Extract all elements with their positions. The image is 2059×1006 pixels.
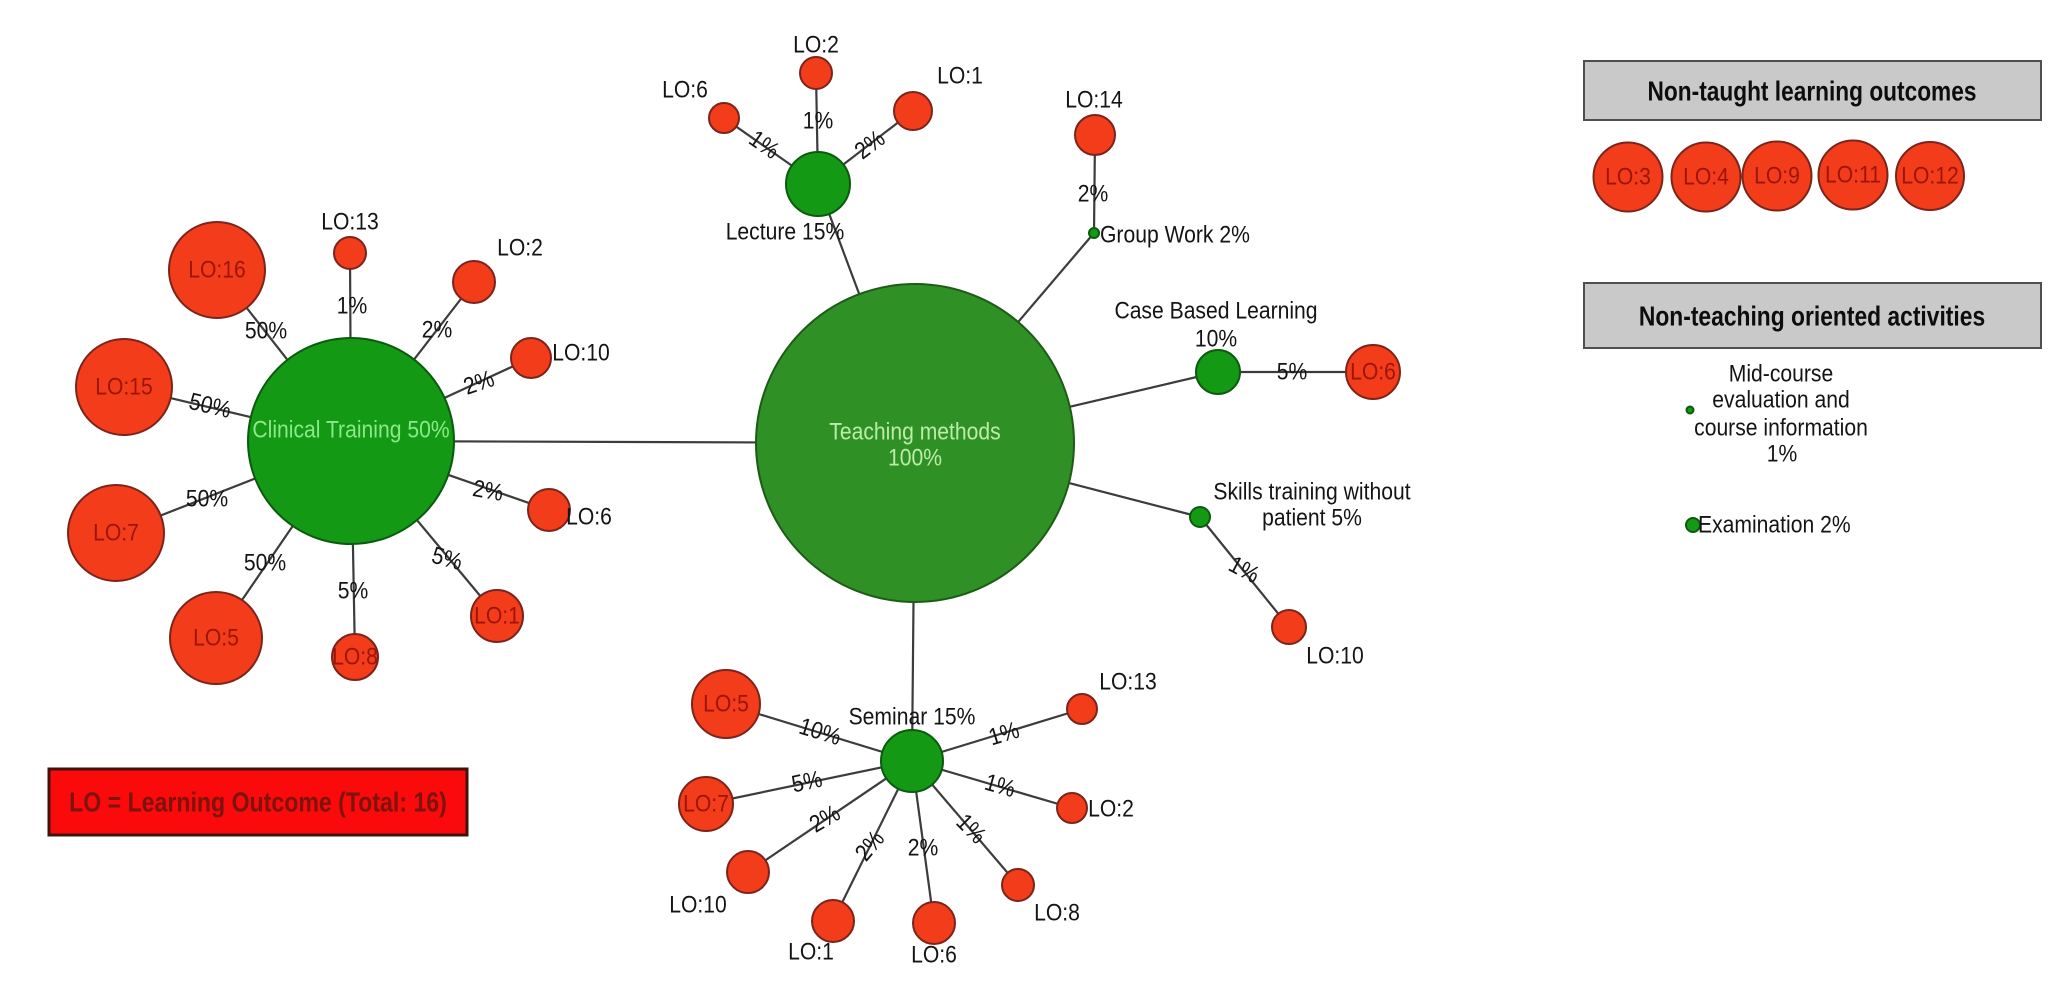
svg-text:Non-taught learning outcomes: Non-taught learning outcomes — [1648, 76, 1977, 107]
svg-text:LO:11: LO:11 — [1825, 162, 1881, 189]
svg-text:LO:2: LO:2 — [497, 235, 543, 262]
svg-text:2%: 2% — [908, 835, 939, 862]
svg-text:50%: 50% — [245, 318, 287, 345]
svg-text:LO:16: LO:16 — [188, 257, 246, 284]
svg-text:LO:13: LO:13 — [321, 209, 379, 236]
svg-text:1%: 1% — [337, 293, 368, 320]
svg-text:LO:6: LO:6 — [662, 77, 708, 104]
svg-text:LO:13: LO:13 — [1099, 669, 1157, 696]
svg-text:LO:15: LO:15 — [95, 374, 153, 401]
svg-text:Teaching methods: Teaching methods — [829, 419, 1000, 446]
svg-text:LO:12: LO:12 — [1901, 163, 1959, 190]
svg-text:LO:7: LO:7 — [93, 520, 139, 547]
svg-text:LO:10: LO:10 — [1306, 643, 1364, 670]
svg-text:50%: 50% — [244, 550, 286, 577]
svg-text:LO:2: LO:2 — [793, 32, 839, 59]
svg-text:1%: 1% — [1767, 441, 1798, 468]
svg-text:2%: 2% — [1078, 181, 1109, 208]
svg-text:course information: course information — [1694, 415, 1868, 442]
svg-text:LO:6: LO:6 — [566, 504, 612, 531]
svg-text:1%: 1% — [803, 108, 834, 135]
svg-text:5%: 5% — [1277, 359, 1308, 386]
svg-text:LO:6: LO:6 — [911, 942, 957, 969]
svg-text:LO:9: LO:9 — [1754, 163, 1800, 190]
svg-text:LO:4: LO:4 — [1683, 164, 1729, 191]
svg-text:LO:3: LO:3 — [1605, 164, 1651, 191]
svg-text:LO:10: LO:10 — [552, 340, 610, 367]
svg-text:LO:2: LO:2 — [1088, 796, 1134, 823]
svg-text:LO:7: LO:7 — [683, 791, 729, 818]
svg-text:evaluation and: evaluation and — [1712, 387, 1849, 414]
svg-text:50%: 50% — [186, 486, 228, 513]
svg-text:patient 5%: patient 5% — [1262, 505, 1362, 532]
svg-text:Non-teaching oriented activiti: Non-teaching oriented activities — [1639, 301, 1985, 332]
svg-text:LO:8: LO:8 — [1034, 900, 1080, 927]
svg-text:LO:10: LO:10 — [669, 892, 727, 919]
svg-text:Case Based Learning: Case Based Learning — [1114, 298, 1317, 325]
svg-text:LO:5: LO:5 — [193, 625, 239, 652]
svg-text:LO:1: LO:1 — [474, 603, 520, 630]
svg-text:LO:5: LO:5 — [703, 691, 749, 718]
svg-text:LO:1: LO:1 — [788, 939, 834, 966]
svg-text:LO:8: LO:8 — [332, 644, 378, 671]
svg-text:10%: 10% — [1195, 326, 1237, 353]
svg-text:Mid-course: Mid-course — [1729, 361, 1834, 388]
svg-text:100%: 100% — [888, 445, 942, 472]
svg-text:LO:6: LO:6 — [1350, 359, 1396, 386]
svg-text:Seminar 15%: Seminar 15% — [849, 704, 976, 731]
svg-text:2%: 2% — [471, 475, 506, 507]
svg-text:5%: 5% — [789, 766, 824, 799]
svg-text:Examination 2%: Examination 2% — [1698, 512, 1851, 539]
svg-text:2%: 2% — [422, 317, 453, 344]
svg-text:Group Work 2%: Group Work 2% — [1100, 222, 1250, 249]
svg-text:Lecture 15%: Lecture 15% — [726, 219, 845, 246]
svg-text:5%: 5% — [338, 578, 369, 605]
svg-text:LO = Learning Outcome (Total:: LO = Learning Outcome (Total: 16) — [69, 787, 447, 818]
svg-text:LO:1: LO:1 — [937, 63, 983, 90]
svg-text:Skills training without: Skills training without — [1213, 479, 1410, 506]
svg-text:LO:14: LO:14 — [1065, 87, 1123, 114]
svg-text:Clinical Training 50%: Clinical Training 50% — [252, 417, 449, 444]
